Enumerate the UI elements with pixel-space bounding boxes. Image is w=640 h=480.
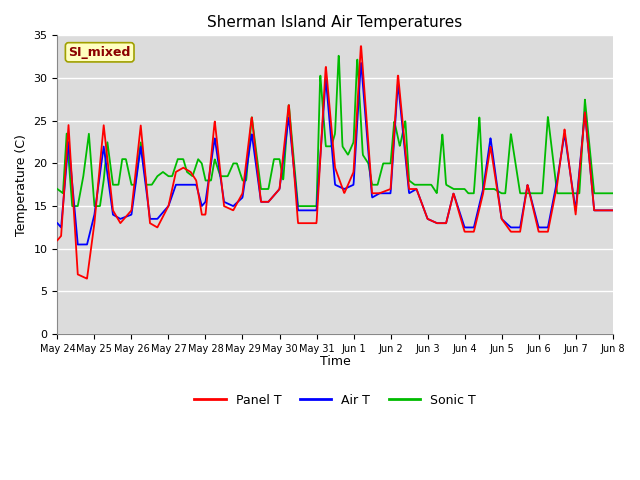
Title: Sherman Island Air Temperatures: Sherman Island Air Temperatures	[207, 15, 463, 30]
Text: SI_mixed: SI_mixed	[68, 46, 131, 59]
Legend: Panel T, Air T, Sonic T: Panel T, Air T, Sonic T	[189, 389, 481, 411]
X-axis label: Time: Time	[319, 355, 351, 368]
Y-axis label: Temperature (C): Temperature (C)	[15, 134, 28, 236]
